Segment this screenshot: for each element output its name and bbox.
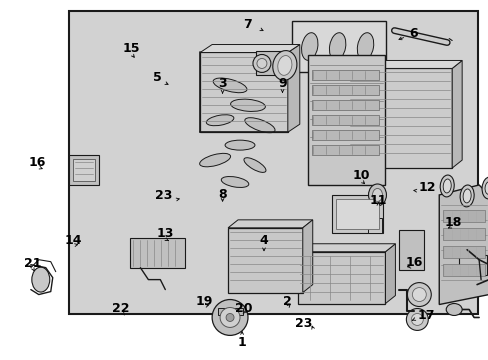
Bar	[335, 199, 379, 229]
Ellipse shape	[32, 267, 50, 292]
Ellipse shape	[439, 175, 453, 197]
Bar	[442, 264, 484, 276]
Text: 7: 7	[243, 18, 251, 31]
Ellipse shape	[224, 140, 254, 150]
Ellipse shape	[301, 33, 317, 60]
Bar	[297, 252, 385, 303]
Text: 1: 1	[237, 336, 246, 348]
Circle shape	[406, 309, 427, 330]
Ellipse shape	[221, 176, 248, 188]
Bar	[227, 228, 302, 293]
Polygon shape	[287, 45, 299, 132]
Bar	[347, 68, 451, 168]
Bar	[200, 53, 287, 132]
Text: 19: 19	[196, 295, 213, 308]
Text: 15: 15	[122, 41, 140, 54]
Polygon shape	[347, 60, 461, 68]
Ellipse shape	[357, 33, 373, 60]
Ellipse shape	[459, 185, 473, 207]
Ellipse shape	[244, 158, 265, 172]
Bar	[307, 55, 385, 185]
Text: 23: 23	[295, 317, 312, 330]
Ellipse shape	[329, 33, 345, 60]
Text: 22: 22	[111, 302, 129, 315]
Text: 8: 8	[218, 188, 226, 201]
Bar	[130, 238, 185, 268]
Ellipse shape	[484, 181, 488, 194]
Text: 17: 17	[417, 309, 434, 322]
Text: 16: 16	[405, 256, 422, 269]
Ellipse shape	[481, 177, 488, 199]
Polygon shape	[227, 220, 312, 228]
Bar	[311, 145, 379, 155]
Circle shape	[256, 58, 266, 68]
Text: 3: 3	[218, 77, 226, 90]
Text: 11: 11	[369, 194, 386, 207]
Polygon shape	[297, 244, 395, 252]
Circle shape	[252, 54, 270, 72]
Bar	[255, 50, 283, 75]
Text: 6: 6	[408, 27, 417, 40]
Text: 16: 16	[29, 156, 46, 169]
Bar	[442, 246, 484, 258]
Text: 10: 10	[352, 169, 369, 182]
Bar	[458, 255, 486, 275]
Bar	[311, 85, 379, 95]
Circle shape	[410, 314, 423, 325]
Bar	[73, 159, 94, 181]
Text: 21: 21	[24, 257, 41, 270]
Bar	[442, 228, 484, 240]
Polygon shape	[451, 60, 461, 168]
Polygon shape	[302, 220, 312, 293]
Circle shape	[220, 307, 240, 328]
Text: 20: 20	[234, 302, 252, 315]
Text: 18: 18	[444, 216, 461, 229]
Text: 14: 14	[64, 234, 81, 247]
Bar	[311, 115, 379, 125]
Bar	[311, 130, 379, 140]
Bar	[442, 210, 484, 222]
Polygon shape	[200, 45, 299, 53]
Text: 23: 23	[155, 189, 172, 202]
Ellipse shape	[230, 99, 265, 112]
Polygon shape	[385, 244, 395, 303]
Bar	[218, 307, 243, 315]
Circle shape	[407, 283, 430, 306]
Ellipse shape	[462, 189, 470, 203]
Circle shape	[225, 314, 234, 321]
Ellipse shape	[277, 55, 291, 75]
Bar	[311, 100, 379, 110]
Bar	[68, 11, 477, 315]
Circle shape	[212, 300, 247, 336]
Ellipse shape	[368, 184, 386, 206]
Bar	[331, 195, 383, 233]
Text: 13: 13	[157, 227, 174, 240]
Polygon shape	[438, 185, 488, 305]
Ellipse shape	[442, 179, 450, 193]
Ellipse shape	[206, 115, 233, 126]
Text: 4: 4	[259, 234, 268, 247]
Ellipse shape	[372, 189, 382, 201]
Text: 2: 2	[283, 296, 291, 309]
Text: 12: 12	[418, 181, 435, 194]
Ellipse shape	[272, 51, 296, 80]
Bar	[291, 21, 386, 72]
Circle shape	[411, 288, 426, 302]
Ellipse shape	[213, 78, 246, 93]
Ellipse shape	[244, 118, 274, 133]
Text: 9: 9	[278, 77, 286, 90]
Ellipse shape	[446, 303, 461, 315]
Ellipse shape	[199, 153, 230, 167]
Bar	[367, 218, 382, 233]
Bar	[68, 155, 99, 185]
Text: 5: 5	[153, 71, 162, 84]
Bar	[399, 230, 424, 270]
Bar	[311, 71, 379, 80]
